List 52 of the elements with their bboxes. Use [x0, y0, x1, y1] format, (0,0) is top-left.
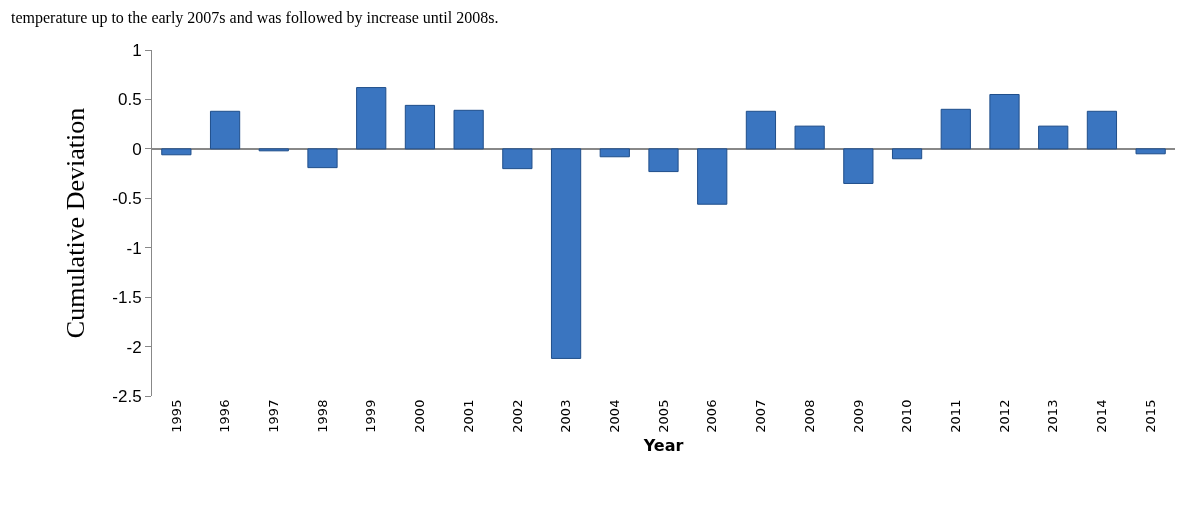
x-tick-label: 2013 [1045, 399, 1061, 433]
x-tick-label: 2008 [801, 399, 817, 433]
bar [794, 125, 825, 150]
bar [648, 148, 679, 173]
x-tick-label: 2002 [509, 399, 525, 433]
y-axis-title: Cumulative Deviation [60, 107, 90, 339]
x-tick-label: 2012 [996, 399, 1012, 433]
bar [209, 110, 241, 150]
bar [599, 148, 630, 158]
y-tick-label: 0 [132, 139, 142, 159]
y-tick-label: -2 [126, 337, 142, 357]
y-tick-label: -1.5 [112, 288, 142, 308]
bar [161, 148, 192, 156]
bar [940, 108, 971, 150]
x-tick-label: 2003 [558, 399, 574, 433]
x-tick-label: 1998 [314, 399, 330, 433]
x-tick-label: 2004 [607, 399, 623, 433]
bar [891, 148, 923, 160]
bar [1038, 125, 1069, 150]
bar [453, 109, 484, 150]
x-tick-label: 2005 [655, 399, 671, 433]
bar [404, 104, 436, 150]
x-tick-label: 1995 [168, 399, 184, 433]
x-tick-label: 2007 [753, 399, 769, 433]
x-tick-label: 1996 [217, 399, 233, 433]
x-tick-label: 2010 [899, 399, 915, 433]
y-tick-label: 0.5 [117, 90, 142, 110]
x-tick-label: 2000 [412, 399, 428, 433]
x-tick-label: 2009 [850, 399, 866, 433]
x-tick-label: 1999 [363, 399, 379, 433]
x-tick-label: 2011 [948, 399, 964, 433]
x-tick-label: 2001 [460, 399, 476, 433]
bar [550, 148, 582, 359]
x-axis-title: Year [642, 436, 684, 456]
bar [307, 148, 338, 169]
y-tick-label: -1 [126, 238, 142, 258]
bar [502, 148, 533, 170]
bar [356, 87, 387, 150]
bar [843, 148, 874, 184]
bar [1135, 148, 1166, 155]
y-tick-label: 1 [132, 40, 142, 60]
bar [1086, 110, 1118, 150]
x-tick-label: 1997 [266, 399, 282, 433]
text: temperature up to the early 2007s and was followed by increase until 2008s. [11, 9, 499, 27]
bar [745, 110, 777, 150]
x-tick-label: 2015 [1142, 399, 1158, 433]
bar [697, 148, 728, 205]
x-tick-label: 2006 [704, 399, 720, 433]
bar [989, 93, 1020, 150]
y-tick-label: -2.5 [112, 386, 142, 406]
y-tick-label: -0.5 [112, 189, 142, 209]
x-tick-label: 2014 [1094, 399, 1110, 433]
